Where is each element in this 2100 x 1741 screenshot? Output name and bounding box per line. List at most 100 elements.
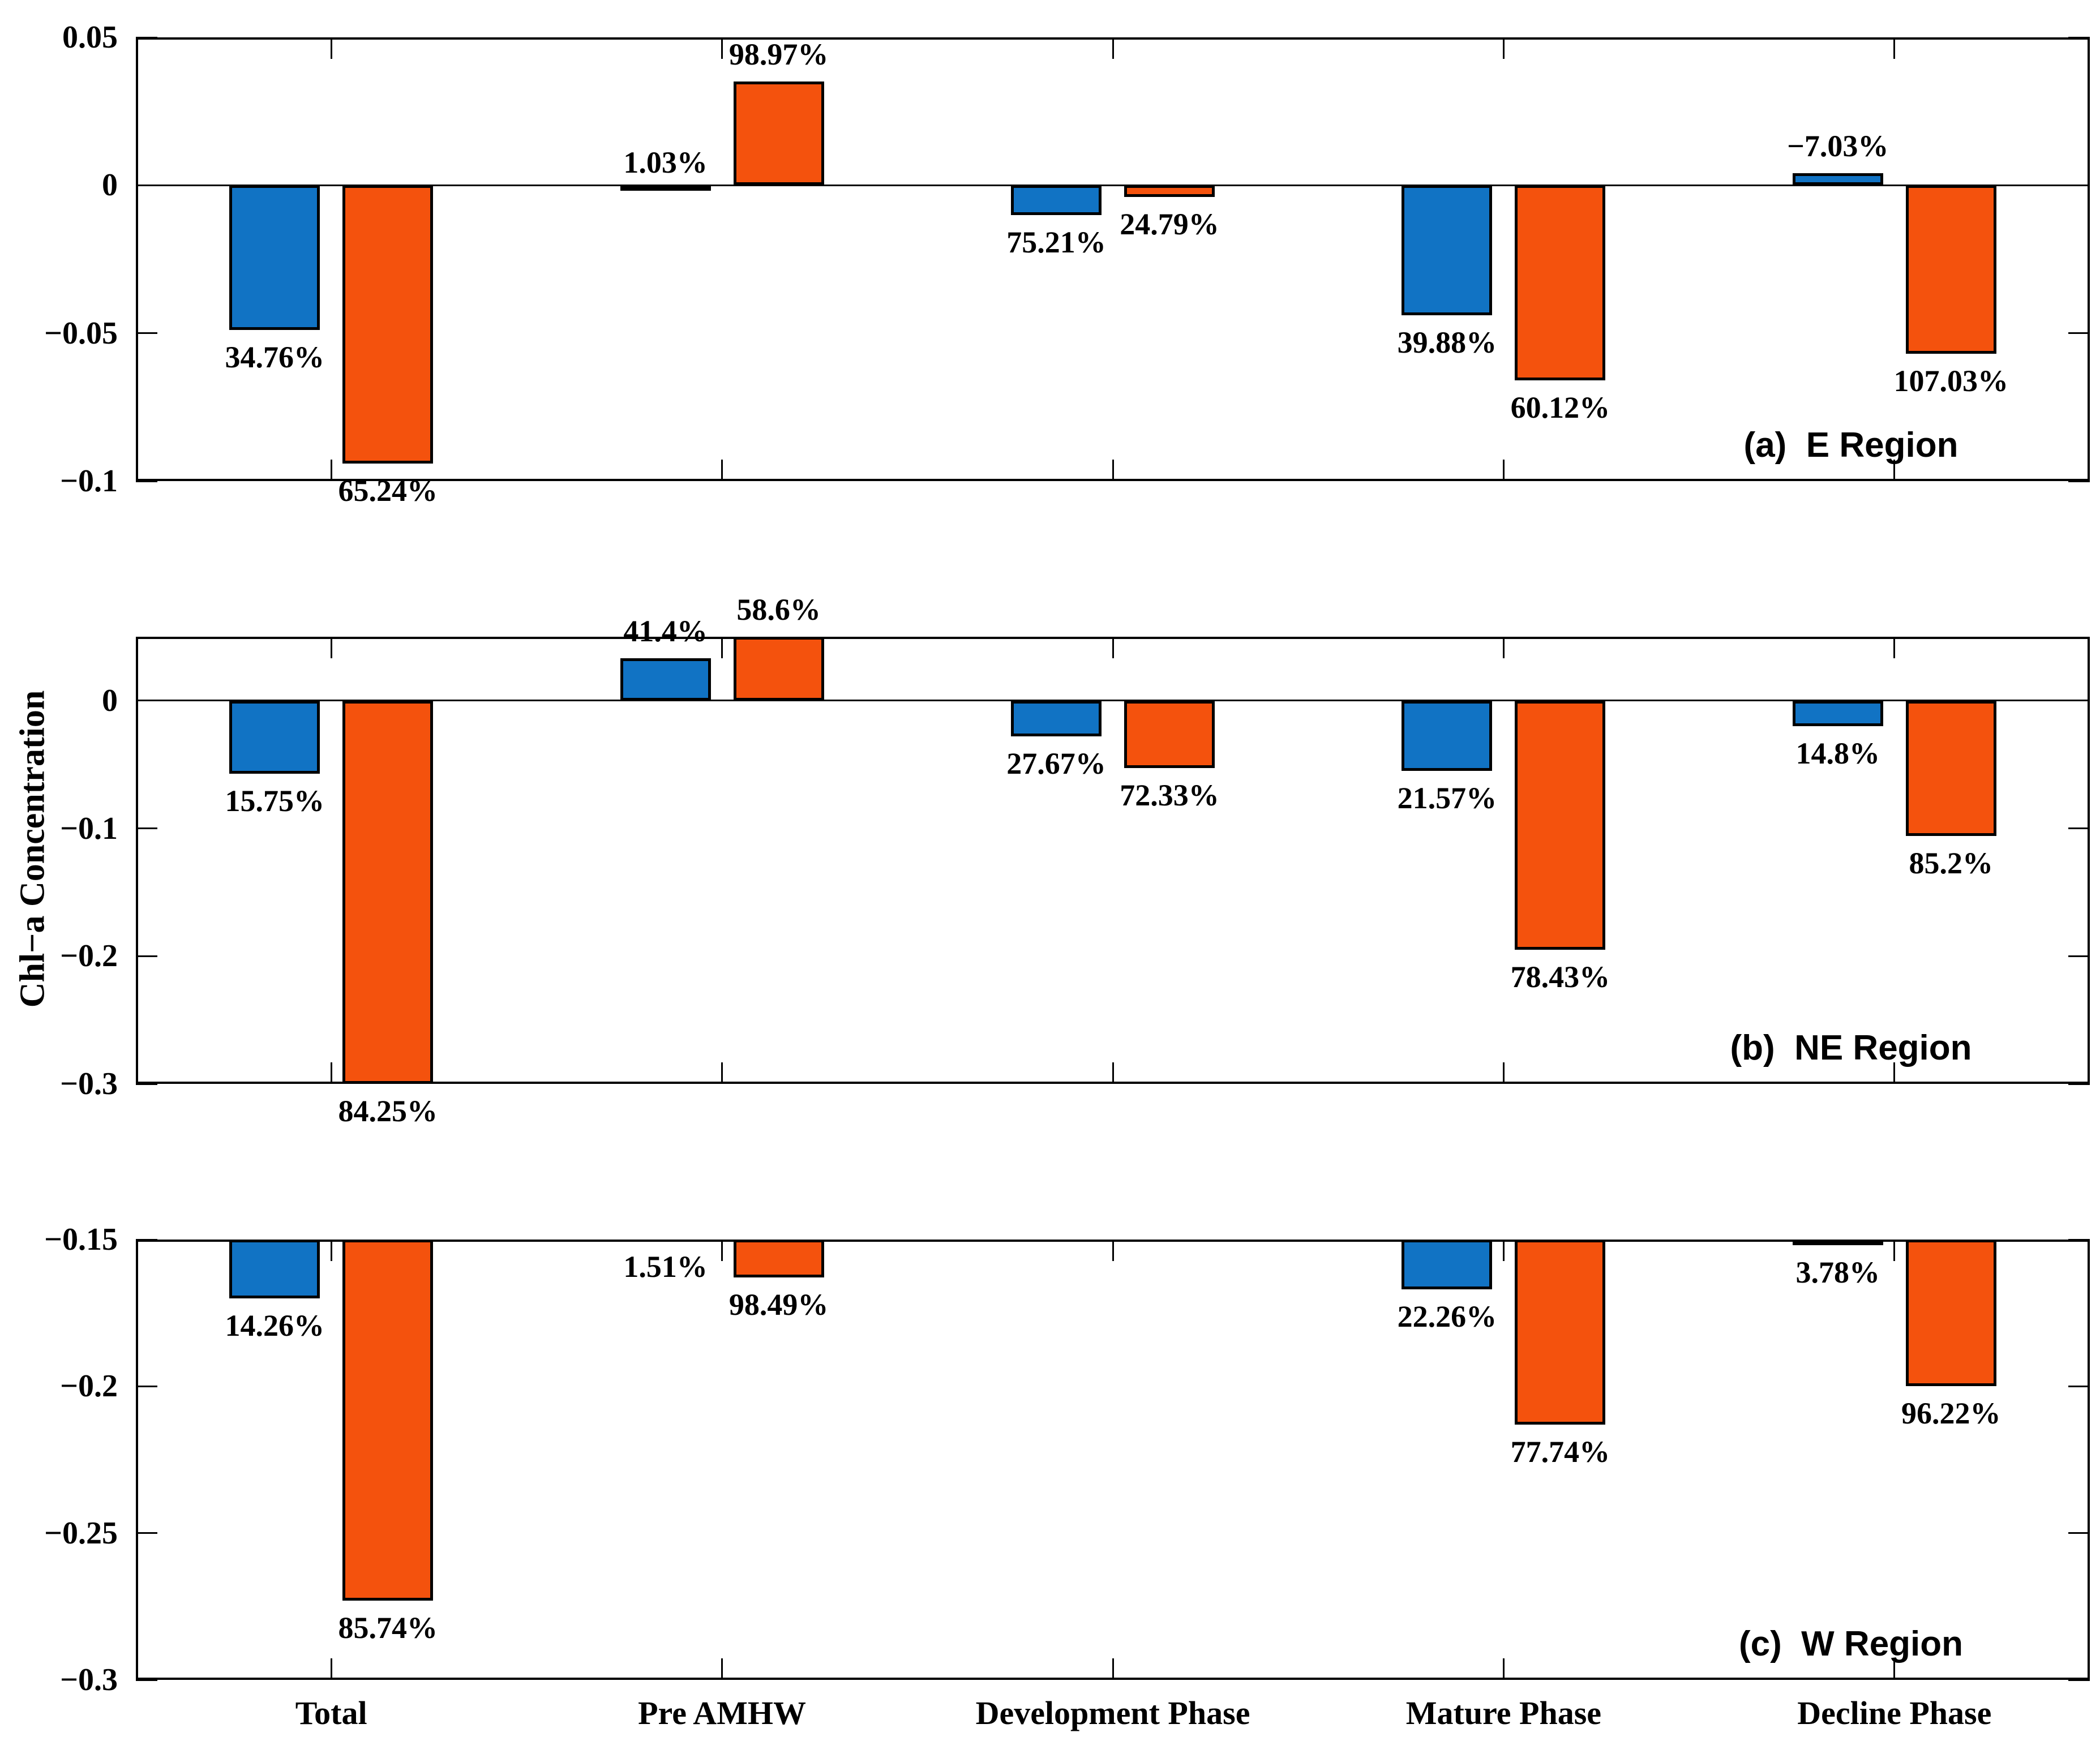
x-tick-mark [1112, 37, 1114, 59]
bar-c-total-orange [342, 1240, 434, 1601]
x-tick-mark [721, 1658, 723, 1680]
x-category-label-development-phase: Development Phase [975, 1695, 1250, 1731]
bar-a-mature-phase-blue [1402, 185, 1493, 316]
x-tick-mark [721, 1062, 723, 1084]
x-tick-mark [1893, 1240, 1896, 1261]
x-tick-mark [721, 460, 723, 481]
x-tick-mark [1502, 460, 1505, 481]
x-tick-mark [1112, 637, 1114, 658]
y-tick-mark [2068, 700, 2090, 702]
value-label-b-pre-amhw-orange: 58.6% [736, 593, 821, 627]
x-category-label-mature-phase: Mature Phase [1405, 1695, 1602, 1731]
y-tick-label: 0 [102, 168, 118, 203]
x-category-label-decline-phase: Decline Phase [1797, 1695, 1992, 1731]
x-tick-mark [330, 1240, 332, 1261]
bar-a-decline-phase-orange [1905, 185, 1996, 354]
bar-c-pre-amhw-orange [733, 1240, 824, 1278]
bar-a-pre-amhw-blue [620, 185, 711, 191]
y-tick-label: −0.15 [44, 1222, 118, 1257]
value-label-b-mature-phase-orange: 78.43% [1510, 960, 1610, 994]
value-label-b-total-orange: 84.25% [338, 1094, 438, 1128]
panel-a-frame [136, 37, 2090, 481]
value-label-c-pre-amhw-orange: 98.49% [728, 1288, 829, 1322]
bar-b-development-phase-blue [1011, 700, 1102, 737]
value-label-a-decline-phase-blue: −7.03% [1787, 129, 1889, 164]
y-tick-label: −0.1 [60, 464, 118, 499]
bar-c-decline-phase-orange [1905, 1240, 1996, 1387]
x-category-label-total: Total [295, 1695, 367, 1731]
value-label-b-decline-phase-orange: 85.2% [1909, 846, 1994, 881]
y-tick-mark [136, 955, 157, 957]
y-tick-mark [2068, 1532, 2090, 1534]
bar-b-decline-phase-orange [1905, 700, 1996, 837]
x-tick-mark [330, 37, 332, 59]
value-label-a-pre-amhw-orange: 98.97% [728, 37, 829, 72]
bar-b-pre-amhw-orange [733, 637, 824, 701]
panel-c-frame [136, 1240, 2090, 1680]
panel-b-frame [136, 637, 2090, 1084]
zero-line-b [136, 700, 2090, 702]
y-tick-mark [2068, 480, 2090, 482]
x-tick-mark [330, 1658, 332, 1680]
y-tick-mark [2068, 1679, 2090, 1681]
region-label-c: (c) W Region [1738, 1624, 1964, 1663]
bar-b-total-blue [229, 700, 320, 774]
value-label-c-decline-phase-orange: 96.22% [1901, 1396, 2001, 1431]
bar-a-mature-phase-orange [1515, 185, 1606, 381]
value-label-c-pre-amhw-blue: 1.51% [623, 1250, 708, 1284]
y-tick-mark [136, 1385, 157, 1387]
x-tick-mark [1502, 637, 1505, 658]
y-tick-mark [2068, 1385, 2090, 1387]
x-tick-mark [1112, 1240, 1114, 1261]
x-tick-mark [721, 1240, 723, 1261]
y-tick-label: −0.2 [60, 938, 118, 974]
x-tick-mark [330, 637, 332, 658]
value-label-a-development-phase-orange: 24.79% [1120, 207, 1219, 242]
y-tick-mark [2068, 184, 2090, 186]
y-tick-mark [2068, 332, 2090, 335]
x-tick-mark [1112, 1658, 1114, 1680]
x-tick-mark [1502, 1658, 1505, 1680]
bar-b-pre-amhw-blue [620, 658, 711, 701]
x-tick-mark [1502, 37, 1505, 59]
value-label-a-decline-phase-orange: 107.03% [1893, 364, 2009, 398]
x-tick-mark [1893, 1658, 1896, 1680]
y-tick-mark [136, 184, 157, 186]
x-tick-mark [1893, 37, 1896, 59]
value-label-c-mature-phase-orange: 77.74% [1510, 1434, 1610, 1469]
value-label-c-mature-phase-blue: 22.26% [1397, 1300, 1497, 1334]
y-tick-label: 0 [102, 683, 118, 718]
value-label-c-total-orange: 85.74% [338, 1610, 438, 1645]
y-tick-mark [136, 480, 157, 482]
y-tick-mark [136, 827, 157, 830]
x-tick-mark [1893, 637, 1896, 658]
value-label-b-mature-phase-blue: 21.57% [1397, 781, 1497, 815]
x-category-label-pre-amhw: Pre AMHW [638, 1695, 807, 1731]
x-tick-mark [1112, 1062, 1114, 1084]
bar-a-pre-amhw-orange [733, 82, 824, 186]
x-tick-mark [1112, 460, 1114, 481]
y-tick-mark [136, 1083, 157, 1085]
bar-c-mature-phase-orange [1515, 1240, 1606, 1425]
y-tick-label: −0.25 [44, 1515, 118, 1551]
bar-a-decline-phase-blue [1792, 173, 1883, 186]
x-tick-mark [1502, 1240, 1505, 1261]
x-tick-mark [330, 1062, 332, 1084]
bar-a-total-blue [229, 185, 320, 331]
bar-b-mature-phase-orange [1515, 700, 1606, 950]
bar-c-mature-phase-blue [1402, 1240, 1493, 1290]
y-tick-mark [136, 1532, 157, 1534]
value-label-b-development-phase-blue: 27.67% [1006, 747, 1106, 781]
bar-b-development-phase-orange [1124, 700, 1215, 769]
y-tick-label: −0.3 [60, 1066, 118, 1101]
value-label-a-pre-amhw-blue: 1.03% [623, 145, 708, 180]
x-tick-mark [721, 637, 723, 658]
bar-a-development-phase-orange [1124, 185, 1215, 198]
y-tick-mark [2068, 955, 2090, 957]
y-tick-mark [136, 332, 157, 335]
bar-a-total-orange [342, 185, 434, 464]
bar-b-mature-phase-blue [1402, 700, 1493, 771]
y-tick-mark [136, 1679, 157, 1681]
value-label-b-decline-phase-blue: 14.8% [1795, 736, 1880, 770]
value-label-a-total-blue: 34.76% [225, 340, 324, 375]
